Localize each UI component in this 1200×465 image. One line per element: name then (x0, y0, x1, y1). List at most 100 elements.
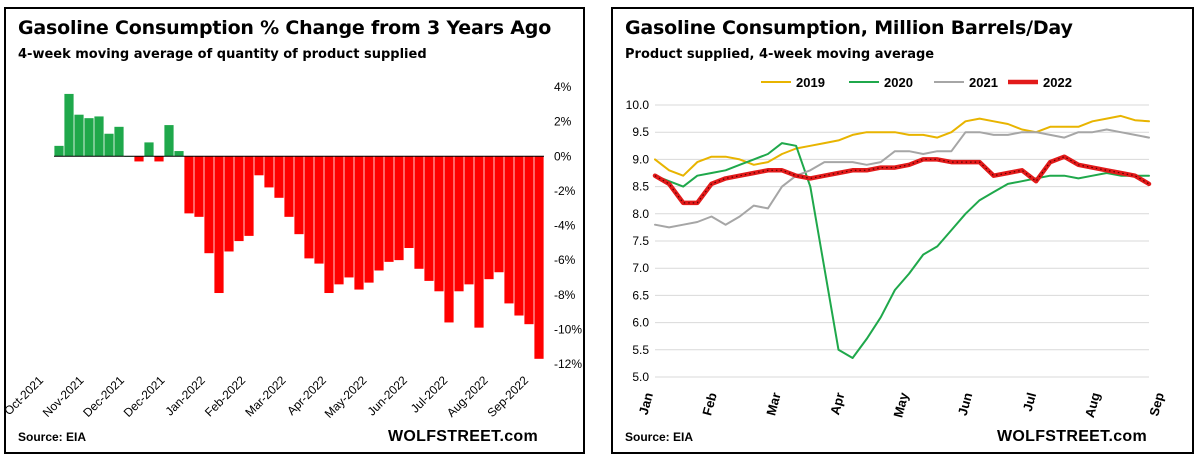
x-tick-label: Mar (763, 391, 783, 417)
x-tick-label: Dec-2021 (121, 373, 168, 420)
y-tick-label: 8.5 (632, 180, 649, 194)
series-line-2021 (654, 128, 1150, 229)
y-tick-label: -4% (554, 219, 576, 233)
bar (384, 156, 394, 262)
bar (184, 156, 194, 214)
bar (324, 156, 334, 294)
bar (504, 156, 514, 304)
y-tick-label: 9.0 (632, 152, 649, 166)
y-tick-label: 5.5 (632, 343, 649, 357)
y-tick-label: 6.0 (632, 316, 649, 330)
x-tick-label: Aug (1082, 391, 1103, 419)
bar (194, 156, 204, 217)
bar (64, 93, 74, 157)
y-tick-label: -6% (554, 253, 576, 267)
source-label: Source: EIA (625, 430, 694, 444)
x-tick-label: May-2022 (322, 373, 370, 421)
x-tick-label: Feb-2022 (202, 373, 248, 419)
x-tick-label: Jun (955, 391, 975, 417)
bar (344, 156, 354, 278)
legend-label-2020: 2020 (884, 75, 913, 90)
y-tick-label: 9.5 (632, 125, 649, 139)
y-tick-label: 7.5 (632, 234, 649, 248)
x-tick-label: Sep (1146, 391, 1167, 418)
bar (134, 156, 144, 162)
series-line-2019 (654, 114, 1150, 177)
y-tick-label: -12% (554, 357, 582, 371)
bar (214, 156, 224, 294)
bar (104, 133, 114, 157)
chart-subtitle: Product supplied, 4-week moving average (625, 47, 935, 62)
bar (444, 156, 454, 323)
y-tick-label: 2% (554, 115, 572, 129)
bar (244, 156, 254, 236)
bar (234, 156, 244, 242)
x-tick-label: Dec-2021 (80, 373, 127, 420)
bar (374, 156, 384, 271)
bar (474, 156, 484, 328)
bar (204, 156, 214, 254)
bar (254, 156, 264, 176)
y-tick-label: 4% (554, 80, 572, 94)
bar (284, 156, 294, 217)
bar (424, 156, 434, 281)
bar (454, 156, 464, 292)
legend-label-2022: 2022 (1043, 75, 1072, 90)
bar (174, 151, 184, 157)
bar (264, 156, 274, 188)
chart-subtitle: 4-week moving average of quantity of pro… (18, 47, 427, 62)
bar (114, 126, 124, 157)
bar (524, 156, 534, 325)
x-tick-label: Jan (636, 391, 656, 417)
x-tick-label: Aug-2022 (444, 373, 491, 420)
bar (274, 156, 284, 198)
chart-title: Gasoline Consumption, Million Barrels/Da… (625, 17, 1073, 39)
x-tick-label: Nov-2021 (40, 373, 87, 420)
bar (484, 156, 494, 280)
y-tick-label: -8% (554, 288, 576, 302)
brand-logo-text: WOLFSTREET.com (997, 428, 1147, 445)
bar (414, 156, 424, 269)
x-tick-label: Jun-2022 (365, 373, 411, 419)
y-tick-label: -10% (554, 322, 582, 336)
bar (144, 142, 154, 157)
bar (304, 156, 314, 259)
series-line-2022 (652, 154, 1152, 206)
x-tick-label: Mar-2022 (242, 373, 288, 419)
chart-title: Gasoline Consumption % Change from 3 Yea… (18, 17, 552, 39)
series-line-2022-marker-dots (654, 156, 1150, 204)
bar (94, 116, 104, 157)
bar (54, 145, 64, 157)
chart-panel-right: Gasoline Consumption, Million Barrels/Da… (611, 7, 1194, 454)
y-tick-label: 8.0 (632, 207, 649, 221)
y-tick-label: 10.0 (626, 98, 650, 112)
line-chart: 10.0 9.5 9.0 8.5 8.0 7.5 7.0 6.5 6.0 5.5 5.0 2019 20… (626, 75, 1167, 419)
x-tick-label: Feb (699, 391, 719, 417)
x-tick-label: Sep-2022 (484, 373, 531, 420)
y-tick-label: -2% (554, 184, 576, 198)
y-tick-label: 6.5 (632, 288, 649, 302)
bar (84, 118, 94, 157)
bar (354, 156, 364, 290)
x-tick-label: Jan-2022 (163, 373, 209, 419)
bar (494, 156, 504, 273)
legend-label-2021: 2021 (969, 75, 998, 90)
legend-label-2019: 2019 (796, 75, 825, 90)
bar (364, 156, 374, 283)
bar (164, 125, 174, 157)
bar (434, 156, 444, 292)
y-tick-label: 5.0 (632, 370, 649, 384)
bar (154, 156, 164, 162)
series-line-2020 (654, 142, 1150, 359)
bar (224, 156, 234, 252)
bar (534, 156, 544, 359)
bar-chart: 4%2%0%-2%-4%-6%-8%-10%-12%Oct-2021Nov-20… (6, 80, 582, 421)
bar (514, 156, 524, 316)
bar (314, 156, 324, 264)
bar (294, 156, 304, 235)
bar (394, 156, 404, 261)
chart-panel-left: Gasoline Consumption % Change from 3 Yea… (4, 7, 585, 454)
x-tick-label: Apr (827, 391, 847, 417)
y-tick-label: 0% (554, 149, 572, 163)
y-tick-label: 7.0 (632, 261, 649, 275)
